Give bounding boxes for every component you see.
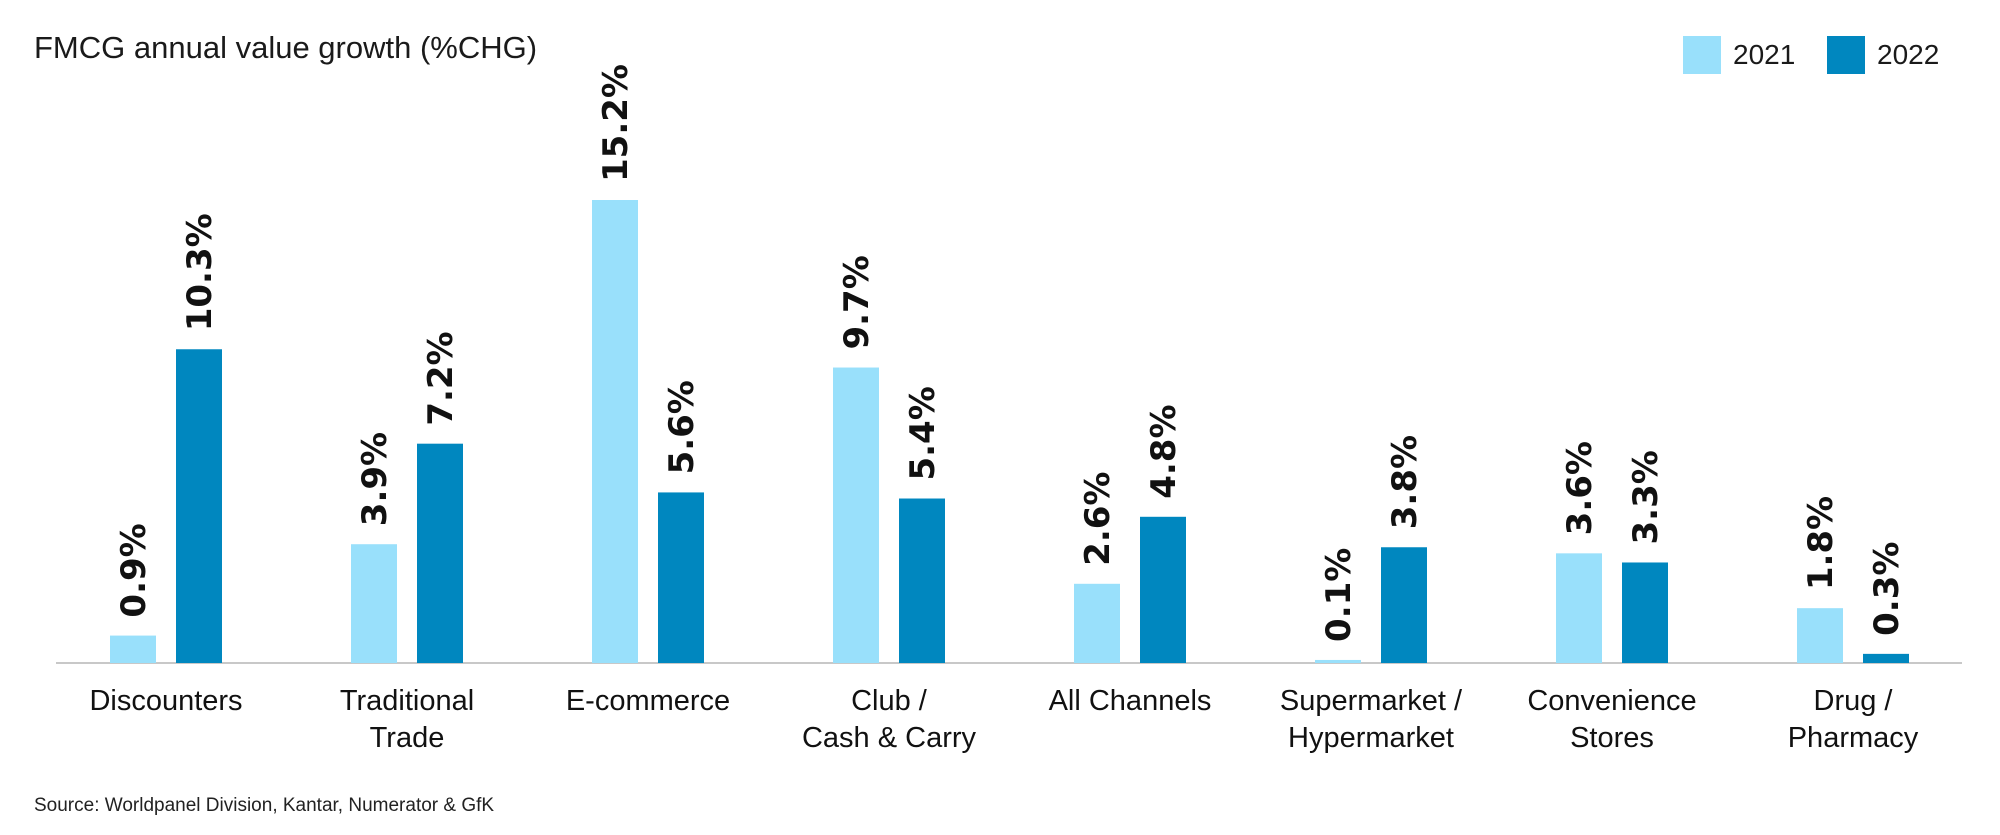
- category-label-2-0: E-commerce: [566, 685, 730, 717]
- data-label-2022-2: 5.6%: [662, 380, 702, 474]
- data-label-2021-7: 1.8%: [1801, 496, 1841, 590]
- bar-2022-5: [1381, 547, 1427, 663]
- bar-2021-3: [833, 367, 879, 663]
- category-label-7-1: Pharmacy: [1788, 722, 1919, 754]
- bar-2022-1: [417, 443, 463, 663]
- legend-label-2022: 2022: [1877, 39, 1940, 70]
- category-label-0-0: Discounters: [89, 685, 242, 717]
- data-label-2022-4: 4.8%: [1144, 404, 1184, 498]
- bar-2022-7: [1863, 653, 1909, 663]
- data-label-2021-1: 3.9%: [355, 432, 395, 526]
- category-label-1-1: Trade: [370, 722, 445, 754]
- bar-2021-4: [1074, 583, 1120, 663]
- bar-2022-4: [1140, 516, 1186, 663]
- data-label-2021-2: 15.2%: [596, 64, 636, 182]
- category-label-3-1: Cash & Carry: [802, 722, 977, 754]
- data-label-2021-0: 0.9%: [114, 523, 154, 617]
- data-label-2021-4: 2.6%: [1078, 472, 1118, 566]
- bar-2021-6: [1556, 553, 1602, 663]
- source-note: Source: Worldpanel Division, Kantar, Num…: [34, 795, 495, 816]
- data-label-2022-7: 0.3%: [1867, 542, 1907, 636]
- data-label-2022-0: 10.3%: [180, 213, 220, 331]
- bar-2021-7: [1797, 608, 1843, 663]
- category-label-1-0: Traditional: [340, 685, 474, 717]
- bar-2021-2: [592, 200, 638, 663]
- bar-2022-0: [176, 349, 222, 663]
- bar-2022-3: [899, 498, 945, 663]
- category-label-6-0: Convenience: [1527, 685, 1696, 717]
- data-label-2021-6: 3.6%: [1560, 441, 1600, 535]
- data-label-2022-6: 3.3%: [1626, 450, 1666, 544]
- category-label-4-0: All Channels: [1049, 685, 1212, 717]
- category-label-5-1: Hypermarket: [1288, 722, 1454, 754]
- data-label-2022-1: 7.2%: [421, 331, 461, 425]
- bar-2021-1: [351, 544, 397, 663]
- data-label-2022-3: 5.4%: [903, 386, 943, 480]
- data-label-2021-3: 9.7%: [837, 255, 877, 349]
- legend-label-2021: 2021: [1733, 39, 1796, 70]
- bar-2022-6: [1622, 562, 1668, 663]
- category-label-3-0: Club /: [851, 685, 928, 717]
- legend-item-2021: 2021: [1683, 36, 1795, 74]
- legend: 2021 2022: [0, 36, 2000, 76]
- category-label-6-1: Stores: [1570, 722, 1654, 754]
- bar-2022-2: [658, 492, 704, 663]
- bar-2021-0: [110, 635, 156, 663]
- category-label-5-0: Supermarket /: [1280, 685, 1463, 717]
- data-label-2021-5: 0.1%: [1319, 548, 1359, 642]
- legend-item-2022: 2022: [1827, 36, 1939, 74]
- chart-title: FMCG annual value growth (%CHG): [34, 30, 538, 65]
- legend-swatch-2022: [1827, 36, 1865, 74]
- category-label-7-0: Drug /: [1814, 685, 1894, 717]
- bar-2021-5: [1315, 659, 1361, 663]
- legend-swatch-2021: [1683, 36, 1721, 74]
- data-label-2022-5: 3.8%: [1385, 435, 1425, 529]
